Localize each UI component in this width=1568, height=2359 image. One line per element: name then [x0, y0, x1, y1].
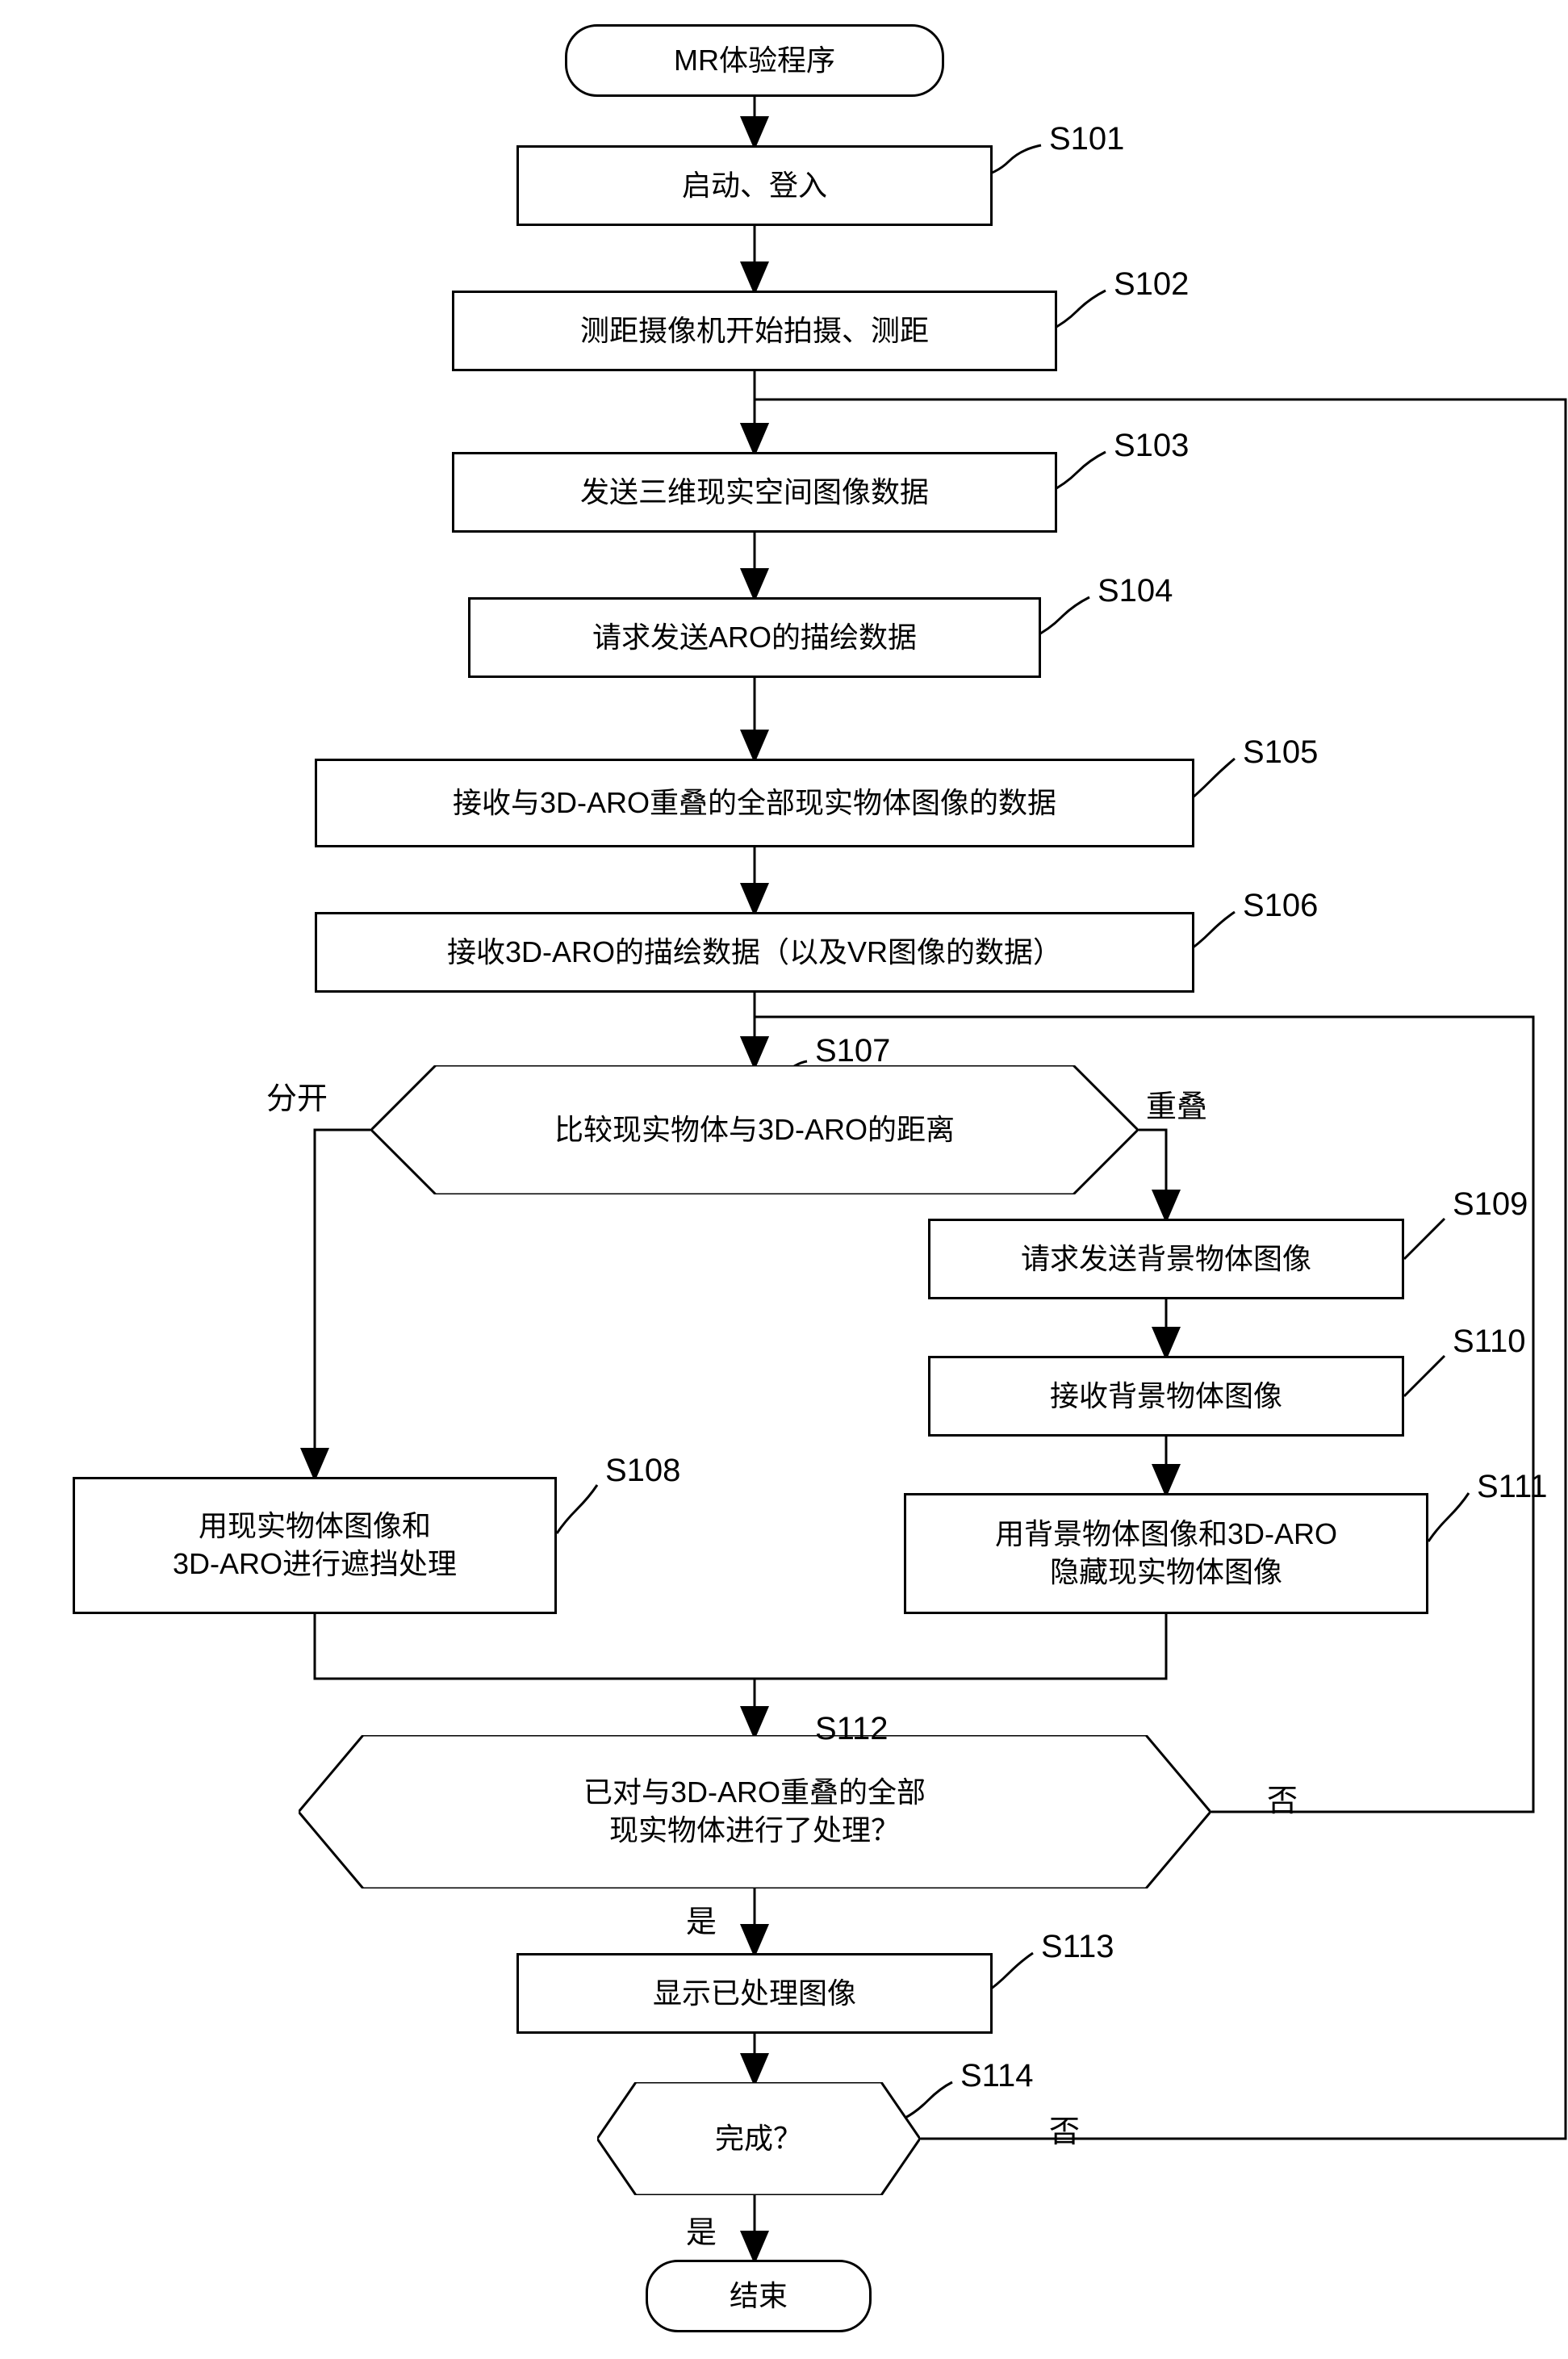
node-text-start: MR体验程序: [674, 42, 835, 80]
step-label-s113: S113: [1041, 1929, 1114, 1965]
node-text-s113: 显示已处理图像: [653, 1975, 856, 2013]
node-text-s112: 已对与3D-ARO重叠的全部现实物体进行了处理？: [543, 1774, 966, 1850]
node-s113: 显示已处理图像: [516, 1953, 993, 2034]
step-label-s107: S107: [815, 1033, 890, 1069]
step-label-s112: S112: [815, 1711, 888, 1747]
node-s103: 发送三维现实空间图像数据: [452, 452, 1057, 533]
node-text-s104: 请求发送ARO的描绘数据: [592, 619, 917, 657]
node-text-s110: 接收背景物体图像: [1050, 1378, 1282, 1416]
node-text-s101: 启动、登入: [682, 167, 827, 205]
node-start: MR体验程序: [565, 24, 944, 97]
node-s114: 完成？: [597, 2082, 920, 2195]
node-s105: 接收与3D-ARO重叠的全部现实物体图像的数据: [315, 759, 1194, 847]
step-label-s111: S111: [1477, 1469, 1547, 1505]
flowchart-container: MR体验程序启动、登入 S101 测距摄像机开始拍摄、测距 S102 发送三维现实空间图…: [16, 16, 1568, 2343]
edge-label-separate: 分开: [266, 1073, 328, 1118]
step-label-s110: S110: [1453, 1324, 1525, 1360]
node-text-s114: 完成？: [675, 2120, 843, 2158]
node-text-s107: 比较现实物体与3D-ARO的距离: [514, 1111, 995, 1149]
node-text-s106: 接收3D-ARO的描绘数据（以及VR图像的数据）: [447, 934, 1062, 972]
node-text-s108: 用现实物体图像和3D-ARO进行遮挡处理: [173, 1508, 457, 1583]
node-text-end: 结束: [730, 2277, 788, 2315]
node-s104: 请求发送ARO的描绘数据: [468, 597, 1041, 678]
step-label-s104: S104: [1098, 573, 1173, 609]
step-label-s109: S109: [1453, 1186, 1528, 1223]
node-s102: 测距摄像机开始拍摄、测距: [452, 291, 1057, 371]
edge-label-no1: 否: [1267, 1776, 1298, 1820]
step-label-s101: S101: [1049, 121, 1124, 157]
node-s106: 接收3D-ARO的描绘数据（以及VR图像的数据）: [315, 912, 1194, 993]
node-s109: 请求发送背景物体图像: [928, 1219, 1404, 1299]
step-label-s106: S106: [1243, 888, 1318, 924]
node-text-s105: 接收与3D-ARO重叠的全部现实物体图像的数据: [453, 784, 1056, 822]
node-text-s102: 测距摄像机开始拍摄、测距: [580, 312, 929, 350]
node-s107: 比较现实物体与3D-ARO的距离: [371, 1065, 1138, 1194]
node-s101: 启动、登入: [516, 145, 993, 226]
edge-label-yes1: 是: [686, 1897, 717, 1941]
node-s110: 接收背景物体图像: [928, 1356, 1404, 1437]
node-s108: 用现实物体图像和3D-ARO进行遮挡处理: [73, 1477, 557, 1614]
node-text-s103: 发送三维现实空间图像数据: [580, 474, 929, 512]
edge-label-overlap: 重叠: [1146, 1081, 1207, 1126]
step-label-s105: S105: [1243, 734, 1318, 771]
step-label-s108: S108: [605, 1453, 680, 1489]
node-text-s109: 请求发送背景物体图像: [1021, 1240, 1311, 1278]
step-label-s103: S103: [1114, 428, 1189, 464]
node-end: 结束: [646, 2260, 872, 2332]
edge-label-yes2: 是: [686, 2207, 717, 2252]
node-text-s111: 用背景物体图像和3D-ARO隐藏现实物体图像: [995, 1516, 1337, 1591]
node-s112: 已对与3D-ARO重叠的全部现实物体进行了处理？: [299, 1735, 1210, 1888]
step-label-s102: S102: [1114, 266, 1189, 303]
node-s111: 用背景物体图像和3D-ARO隐藏现实物体图像: [904, 1493, 1428, 1614]
step-label-s114: S114: [960, 2058, 1033, 2094]
edge-label-no2: 否: [1049, 2106, 1080, 2151]
